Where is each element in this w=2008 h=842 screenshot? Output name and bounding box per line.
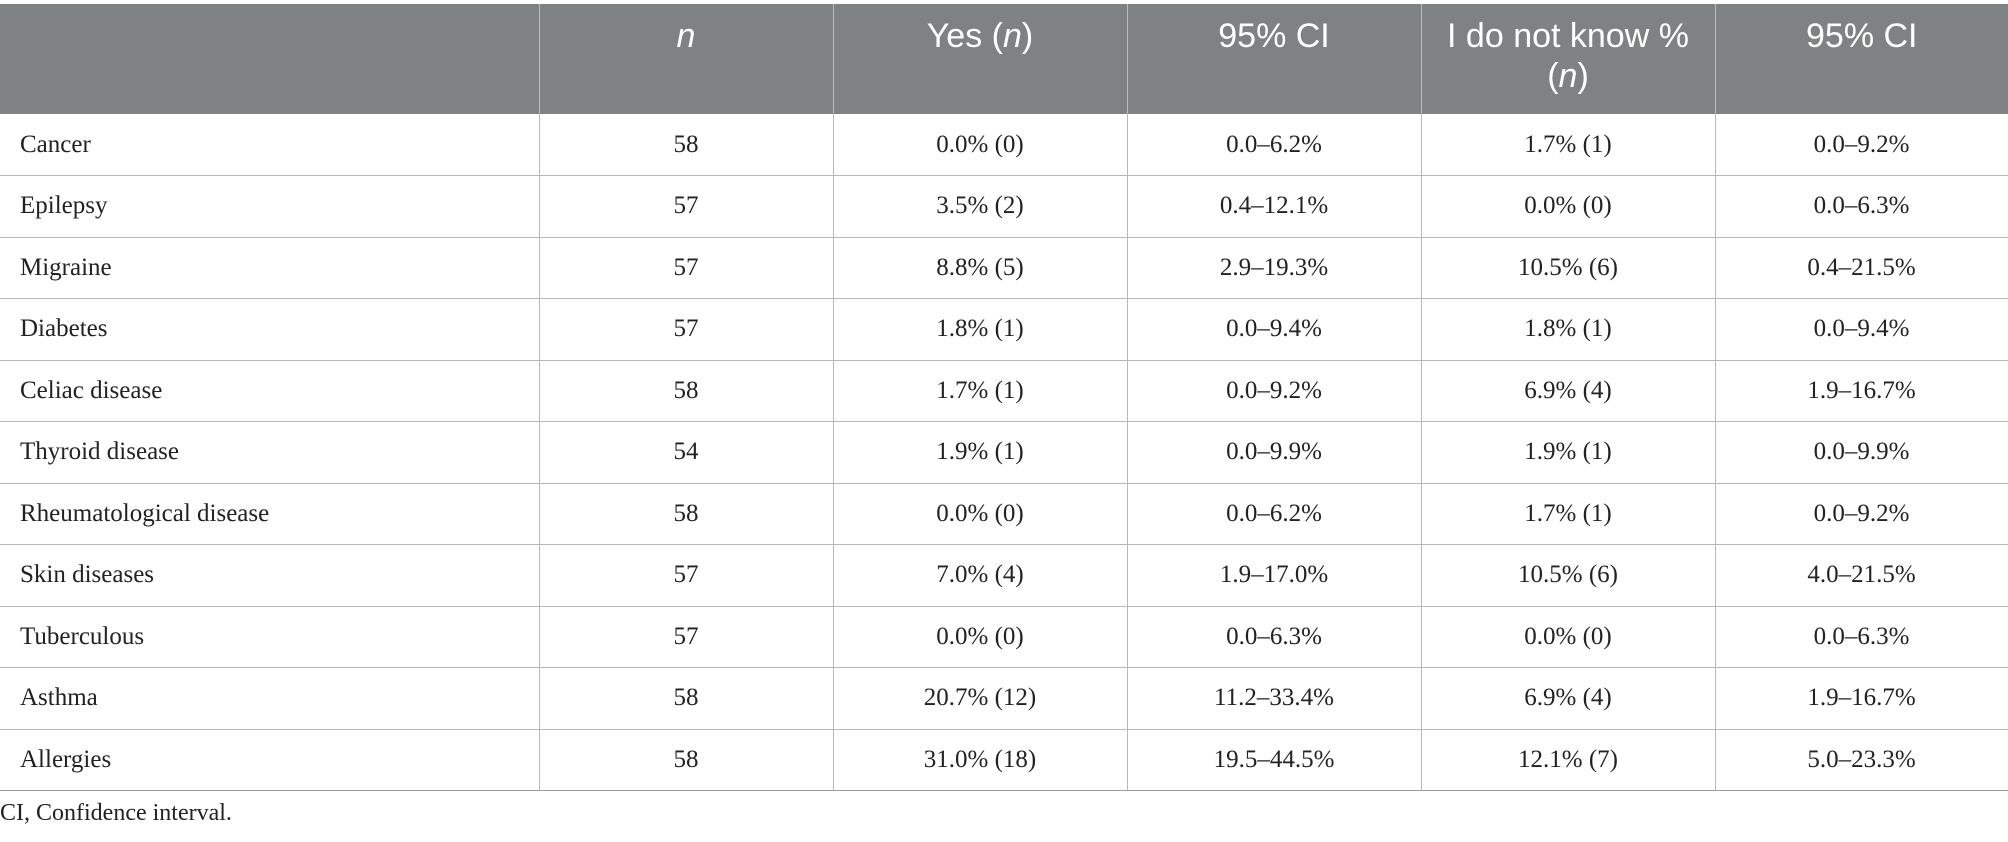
n-cell: 57 [538,606,833,668]
do-not-know-cell: 10.5% (6) [1420,544,1715,607]
header-n-label: n [676,17,696,55]
header-yes-prefix: Yes ( [926,17,1003,55]
yes-ci-cell: 0.0–6.2% [1126,114,1421,176]
yes-ci-cell: 0.0–9.4% [1126,298,1421,361]
table-row: Diabetes 57 1.8% (1) 0.0–9.4% 1.8% (1) 0.0–9.… [0,298,2008,361]
do-not-know-cell: 1.7% (1) [1420,114,1715,176]
condition-cell: Tuberculous [0,606,539,668]
condition-cell: Diabetes [0,298,539,361]
n-cell: 57 [538,237,833,299]
condition-cell: Allergies [0,729,539,791]
n-cell: 58 [538,114,833,176]
yes-ci-cell: 0.0–6.3% [1126,606,1421,668]
header-yes-suffix: ) [1021,17,1034,55]
condition-cell: Skin diseases [0,544,539,607]
do-not-know-cell: 10.5% (6) [1420,237,1715,299]
table-body: Cancer 58 0.0% (0) 0.0–6.2% 1.7% (1) 0.0–9.2%… [0,114,2008,791]
header-cell-ci-do-not-know: 95% CI [1714,4,2008,114]
condition-cell: Asthma [0,667,539,730]
table-row: Migraine 57 8.8% (5) 2.9–19.3% 10.5% (6) 0.4–… [0,237,2008,299]
header-cell-n: n [538,4,833,114]
yes-ci-cell: 19.5–44.5% [1126,729,1421,791]
do-not-know-cell: 6.9% (4) [1420,360,1715,422]
yes-cell: 20.7% (12) [832,667,1127,730]
header-cell-condition [0,4,539,114]
table-row: Cancer 58 0.0% (0) 0.0–6.2% 1.7% (1) 0.0–9.2% [0,114,2008,176]
yes-ci-cell: 1.9–17.0% [1126,544,1421,607]
do-not-know-ci-cell: 0.0–9.9% [1714,421,2008,484]
n-cell: 57 [538,544,833,607]
do-not-know-ci-cell: 0.0–9.2% [1714,114,2008,176]
condition-cell: Epilepsy [0,175,539,238]
yes-ci-cell: 0.0–6.2% [1126,483,1421,545]
table-row: Celiac disease 58 1.7% (1) 0.0–9.2% 6.9% (4)… [0,360,2008,422]
yes-cell: 7.0% (4) [832,544,1127,607]
yes-ci-cell: 0.4–12.1% [1126,175,1421,238]
do-not-know-cell: 1.8% (1) [1420,298,1715,361]
do-not-know-ci-cell: 0.0–9.4% [1714,298,2008,361]
yes-ci-cell: 2.9–19.3% [1126,237,1421,299]
yes-cell: 31.0% (18) [832,729,1127,791]
yes-cell: 1.7% (1) [832,360,1127,422]
do-not-know-ci-cell: 0.0–6.3% [1714,606,2008,668]
do-not-know-ci-cell: 0.4–21.5% [1714,237,2008,299]
header-cell-do-not-know: I do not know % (n) [1420,4,1715,114]
yes-cell: 0.0% (0) [832,483,1127,545]
yes-cell: 1.9% (1) [832,421,1127,484]
condition-cell: Celiac disease [0,360,539,422]
condition-cell: Migraine [0,237,539,299]
header-dnk-n: n [1558,57,1578,95]
header-yes-n: n [1002,17,1022,55]
yes-cell: 0.0% (0) [832,114,1127,176]
yes-ci-cell: 0.0–9.9% [1126,421,1421,484]
do-not-know-cell: 1.9% (1) [1420,421,1715,484]
table-footnote: CI, Confidence interval. [0,800,232,826]
do-not-know-ci-cell: 0.0–6.3% [1714,175,2008,238]
condition-cell: Thyroid disease [0,421,539,484]
table-row: Thyroid disease 54 1.9% (1) 0.0–9.9% 1.9% (1… [0,421,2008,484]
n-cell: 57 [538,175,833,238]
do-not-know-cell: 1.7% (1) [1420,483,1715,545]
n-cell: 57 [538,298,833,361]
yes-ci-cell: 11.2–33.4% [1126,667,1421,730]
header-cell-ci-yes: 95% CI [1126,4,1421,114]
do-not-know-cell: 0.0% (0) [1420,175,1715,238]
do-not-know-ci-cell: 5.0–23.3% [1714,729,2008,791]
header-dnk-prefix: I do not know % ( [1447,17,1689,95]
do-not-know-cell: 6.9% (4) [1420,667,1715,730]
yes-cell: 3.5% (2) [832,175,1127,238]
header-cell-yes: Yes (n) [832,4,1127,114]
do-not-know-ci-cell: 1.9–16.7% [1714,360,2008,422]
do-not-know-cell: 0.0% (0) [1420,606,1715,668]
n-cell: 58 [538,729,833,791]
n-cell: 54 [538,421,833,484]
header-dnk-suffix: ) [1577,57,1589,95]
condition-cell: Cancer [0,114,539,176]
table-row: Epilepsy 57 3.5% (2) 0.4–12.1% 0.0% (0) 0.0–6… [0,175,2008,238]
table-row: Tuberculous 57 0.0% (0) 0.0–6.3% 0.0% (0) 0.0… [0,606,2008,668]
table-row: Rheumatological disease 58 0.0% (0) 0.0–6.2… [0,483,2008,545]
yes-cell: 1.8% (1) [832,298,1127,361]
table-row: Asthma 58 20.7% (12) 11.2–33.4% 6.9% (4) 1.9–… [0,667,2008,730]
do-not-know-ci-cell: 0.0–9.2% [1714,483,2008,545]
data-table-container: n Yes (n) 95% CI I do not know % (n) 95%… [0,4,2008,791]
yes-cell: 8.8% (5) [832,237,1127,299]
yes-ci-cell: 0.0–9.2% [1126,360,1421,422]
n-cell: 58 [538,483,833,545]
header-row: n Yes (n) 95% CI I do not know % (n) 95%… [0,4,2008,114]
data-table: n Yes (n) 95% CI I do not know % (n) 95%… [0,4,2008,791]
table-row: Allergies 58 31.0% (18) 19.5–44.5% 12.1% (7)… [0,729,2008,791]
table-row: Skin diseases 57 7.0% (4) 1.9–17.0% 10.5% (6… [0,544,2008,607]
do-not-know-ci-cell: 1.9–16.7% [1714,667,2008,730]
n-cell: 58 [538,360,833,422]
do-not-know-cell: 12.1% (7) [1420,729,1715,791]
yes-cell: 0.0% (0) [832,606,1127,668]
n-cell: 58 [538,667,833,730]
do-not-know-ci-cell: 4.0–21.5% [1714,544,2008,607]
condition-cell: Rheumatological disease [0,483,539,545]
